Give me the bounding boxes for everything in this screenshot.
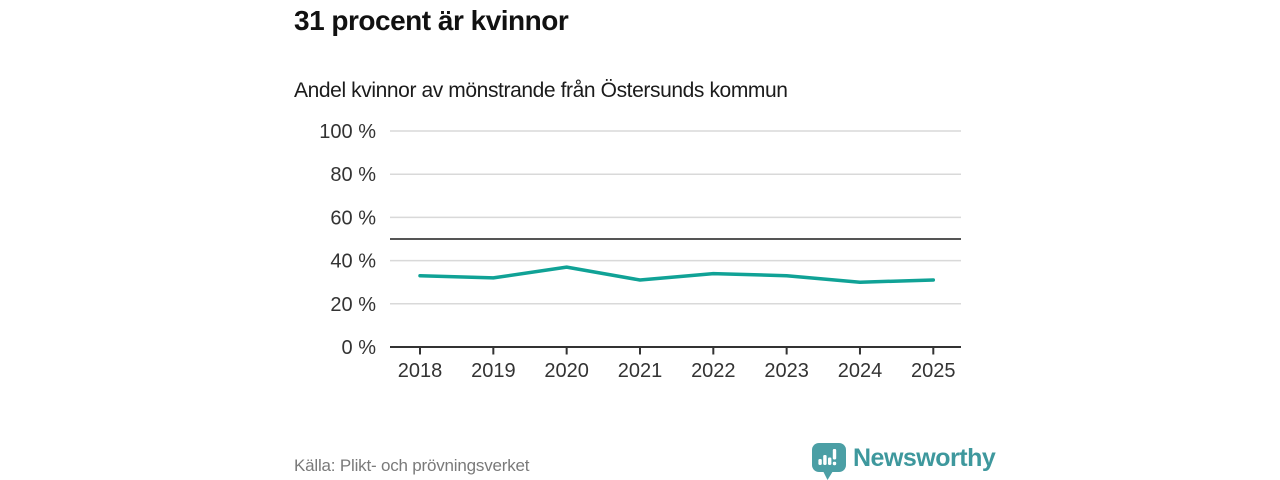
line-chart: 0 % 20 % 40 % 60 % 80 % 100 % 2018 2019 2020 2021… bbox=[319, 121, 961, 382]
brand-logo: Newsworthy bbox=[812, 443, 996, 480]
brand-wordmark: Newsworthy bbox=[853, 444, 996, 472]
y-tick-label: 80 % bbox=[330, 164, 376, 186]
x-tick-label: 2025 bbox=[911, 360, 956, 382]
y-tick-label: 0 % bbox=[342, 337, 377, 359]
x-tick-label: 2024 bbox=[838, 360, 883, 382]
x-tick-label: 2018 bbox=[398, 360, 443, 382]
chart-title: 31 procent är kvinnor bbox=[294, 5, 569, 36]
y-tick-label: 100 % bbox=[319, 121, 376, 143]
y-tick-label: 40 % bbox=[330, 251, 376, 273]
x-tick-label: 2019 bbox=[471, 360, 516, 382]
x-tick-label: 2023 bbox=[764, 360, 809, 382]
y-tick-label: 60 % bbox=[330, 207, 376, 229]
bar-chart-glyph bbox=[818, 449, 837, 466]
data-line bbox=[418, 265, 936, 284]
newsworthy-logo-icon bbox=[812, 443, 846, 480]
x-tick-label: 2022 bbox=[691, 360, 736, 382]
x-tick-label: 2020 bbox=[544, 360, 589, 382]
source-attribution: Källa: Plikt- och prövningsverket bbox=[294, 456, 530, 475]
y-tick-label: 20 % bbox=[330, 294, 376, 316]
x-tick-label: 2021 bbox=[618, 360, 663, 382]
chart-subtitle: Andel kvinnor av mönstrande från Östersu… bbox=[294, 79, 788, 102]
